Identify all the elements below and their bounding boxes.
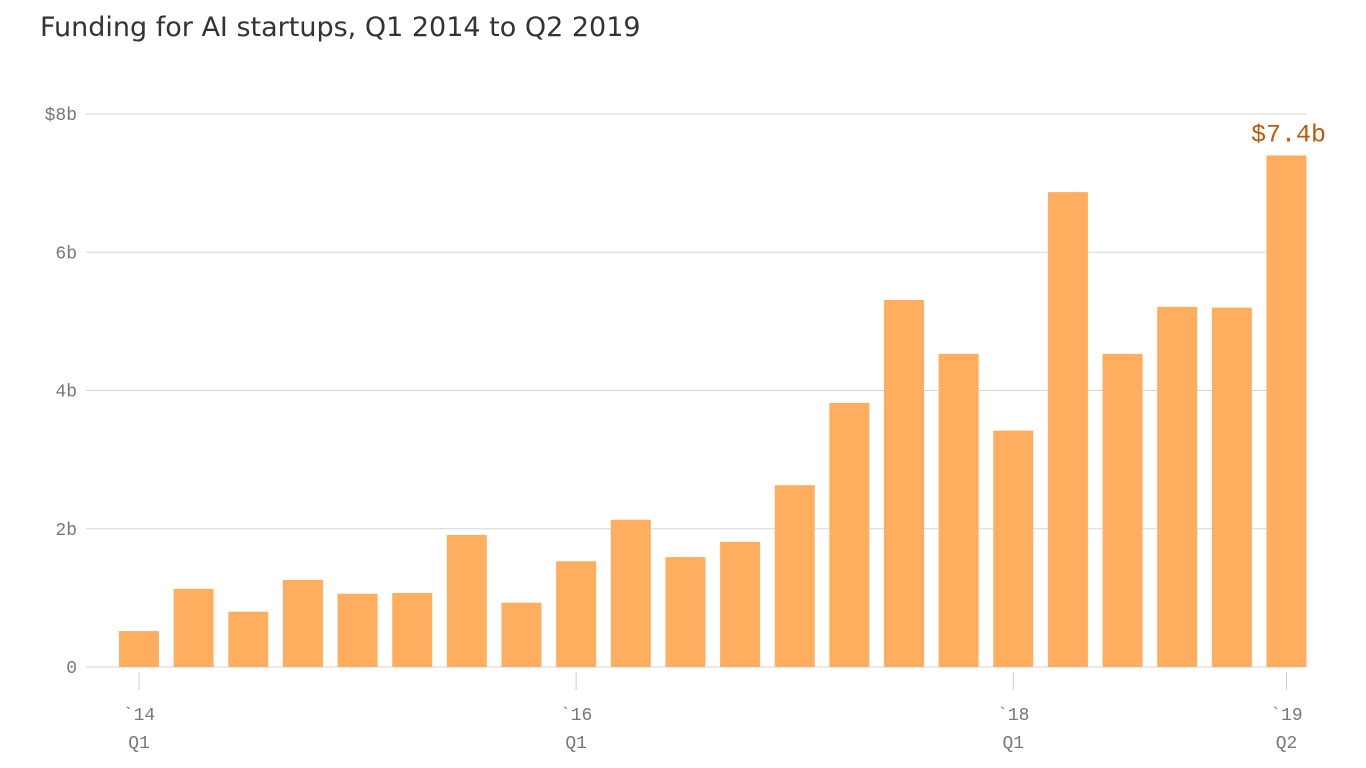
bar bbox=[1047, 192, 1088, 667]
bar bbox=[665, 557, 706, 667]
x-tick-sublabel: Q1 bbox=[565, 734, 587, 754]
bar bbox=[1266, 155, 1307, 667]
bar bbox=[337, 593, 378, 667]
bar bbox=[501, 602, 542, 667]
x-tick-sublabel: Q2 bbox=[1276, 734, 1298, 754]
bar bbox=[392, 593, 433, 667]
x-tick-sublabel: Q1 bbox=[1002, 734, 1024, 754]
x-tick-sublabel: Q1 bbox=[128, 734, 150, 754]
bar bbox=[884, 299, 924, 667]
bar bbox=[829, 402, 870, 667]
bar bbox=[556, 561, 597, 667]
x-tick-label: `16 bbox=[560, 706, 592, 726]
x-tick-label: `14 bbox=[123, 706, 155, 726]
bar bbox=[610, 519, 651, 667]
bar bbox=[446, 534, 487, 667]
y-tick-label: 0 bbox=[66, 659, 77, 679]
bar bbox=[993, 430, 1034, 667]
bar bbox=[1157, 306, 1198, 667]
chart-title: Funding for AI startups, Q1 2014 to Q2 2… bbox=[40, 12, 641, 43]
y-tick-label: $8b bbox=[45, 106, 77, 126]
y-tick-label: 2b bbox=[55, 521, 77, 541]
x-tick-label: `19 bbox=[1270, 706, 1302, 726]
bar bbox=[282, 579, 323, 667]
y-tick-label: 6b bbox=[55, 244, 77, 264]
bar bbox=[119, 631, 159, 667]
value-label: $7.4b bbox=[1251, 120, 1326, 149]
bar bbox=[1211, 307, 1252, 667]
bar bbox=[774, 485, 815, 667]
bar bbox=[1102, 353, 1143, 667]
x-tick-label: `18 bbox=[997, 706, 1029, 726]
bar bbox=[173, 588, 214, 667]
bar bbox=[938, 353, 979, 667]
y-tick-label: 4b bbox=[55, 383, 77, 403]
bar bbox=[228, 611, 269, 667]
bar bbox=[720, 541, 761, 667]
